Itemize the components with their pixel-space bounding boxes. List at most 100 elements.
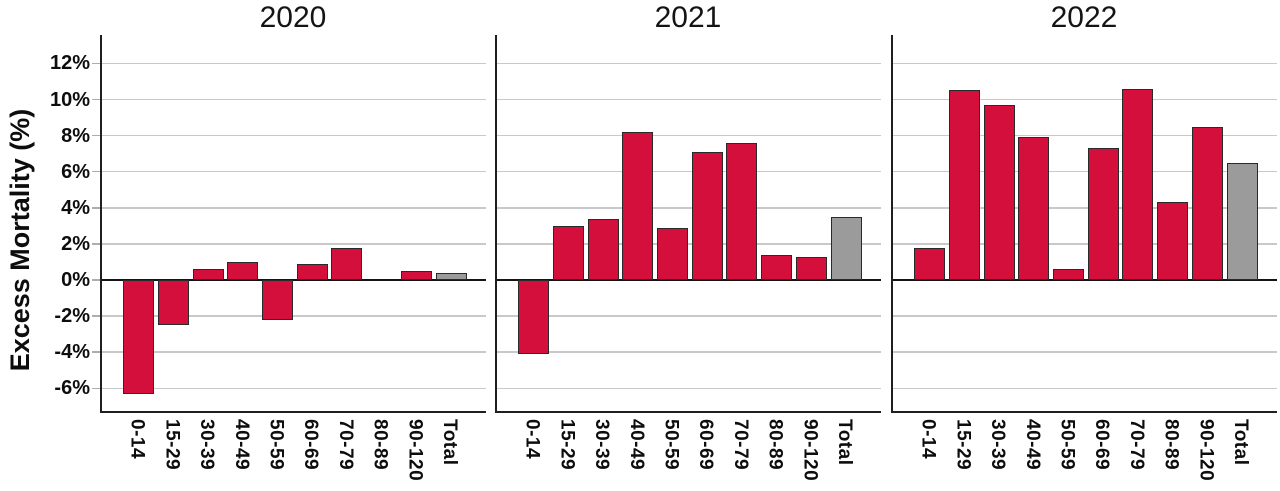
- panel-title-2021: 2021: [654, 1, 722, 34]
- bar-60-69: [1087, 148, 1119, 280]
- bar-Total: [830, 216, 862, 280]
- x-tick-label: 30-39: [591, 419, 613, 471]
- bar-40-49: [227, 261, 259, 280]
- x-tick-label: Total: [834, 419, 855, 466]
- bar-30-39: [587, 218, 619, 280]
- bar-50-59: [657, 227, 688, 280]
- x-tick-label: Total: [439, 419, 460, 466]
- gridline: [497, 207, 881, 209]
- bar-30-39: [192, 269, 224, 280]
- x-tick-label: 60-69: [1091, 419, 1113, 471]
- bar-Total: [435, 272, 467, 280]
- bar-15-29: [157, 280, 189, 326]
- gridline: [102, 170, 486, 173]
- x-tick-label: 0-14: [126, 419, 148, 460]
- y-tick-mark: [92, 351, 100, 353]
- bar-90-120: [795, 256, 827, 280]
- bar-40-49: [1018, 137, 1050, 280]
- x-tick-label: 60-69: [695, 419, 717, 471]
- gridline: [497, 170, 881, 173]
- y-tick-label: -4%: [54, 341, 90, 364]
- gridline: [497, 351, 881, 353]
- gridline: [893, 170, 1277, 173]
- y-tick-mark: [92, 387, 100, 390]
- y-tick-mark: [92, 98, 100, 101]
- x-tick-label: 40-49: [230, 419, 252, 471]
- y-tick-mark: [92, 243, 100, 245]
- bar-50-59: [1053, 269, 1084, 280]
- y-tick-mark: [92, 170, 100, 173]
- x-tick-label: 50-59: [265, 419, 287, 471]
- y-tick-label: 0%: [61, 269, 90, 291]
- gridline: [497, 62, 881, 65]
- panel-title-2020: 2020: [259, 1, 327, 34]
- x-tick-label: 70-79: [334, 419, 356, 471]
- gridline: [893, 98, 1277, 101]
- x-tick-label: 40-49: [1021, 419, 1043, 471]
- gridline: [102, 387, 486, 390]
- gridline: [102, 315, 486, 317]
- y-tick-label: 6%: [61, 160, 90, 183]
- bar-70-79: [1122, 88, 1154, 280]
- x-tick-label: 15-29: [952, 419, 974, 471]
- gridline: [102, 243, 486, 245]
- bar-15-29: [948, 90, 980, 280]
- y-tick-mark: [92, 62, 100, 65]
- bar-80-89: [1157, 202, 1189, 280]
- gridline: [893, 134, 1277, 137]
- gridline: [497, 98, 881, 101]
- gridline: [893, 62, 1277, 65]
- zero-axis-line: [497, 279, 881, 281]
- y-tick-mark: [92, 134, 100, 137]
- zero-axis-line: [893, 279, 1277, 281]
- x-tick-label: 90-120: [1195, 419, 1217, 482]
- y-tick-label: 8%: [61, 124, 90, 147]
- x-tick-label: 90-120: [404, 419, 426, 482]
- gridline: [102, 134, 486, 137]
- bar-70-79: [331, 247, 363, 280]
- bar-0-14: [123, 280, 155, 394]
- panel-title-2022: 2022: [1050, 1, 1118, 34]
- bar-60-69: [296, 263, 328, 280]
- gridline: [893, 207, 1277, 209]
- plot-area-2020: [100, 35, 486, 413]
- y-tick-mark: [92, 207, 100, 209]
- y-tick-label: 4%: [61, 196, 90, 219]
- gridline: [102, 207, 486, 209]
- y-tick-label: -2%: [54, 305, 90, 328]
- x-tick-label: 15-29: [556, 419, 578, 471]
- x-tick-label: 70-79: [729, 419, 751, 471]
- bar-40-49: [622, 131, 654, 280]
- gridline: [497, 134, 881, 137]
- zero-axis-line: [102, 279, 486, 281]
- x-tick-label: 80-89: [764, 419, 786, 471]
- bar-80-89: [761, 254, 793, 280]
- bar-30-39: [983, 104, 1015, 280]
- x-tick-label: 30-39: [987, 419, 1009, 471]
- x-tick-label: 50-59: [660, 419, 682, 471]
- x-tick-label: 80-89: [1160, 419, 1182, 471]
- x-tick-label: 90-120: [799, 419, 821, 482]
- x-tick-label: Total: [1230, 419, 1251, 466]
- gridline: [893, 315, 1277, 317]
- bar-0-14: [518, 280, 550, 354]
- gridline: [497, 387, 881, 390]
- gridline: [102, 62, 486, 65]
- gridline: [893, 243, 1277, 245]
- x-tick-label: 70-79: [1125, 419, 1147, 471]
- bar-90-120: [1191, 126, 1223, 280]
- plot-area-2022: [891, 35, 1277, 413]
- bar-15-29: [552, 225, 584, 280]
- bar-90-120: [400, 270, 432, 280]
- x-tick-label: 15-29: [161, 419, 183, 471]
- gridline: [497, 315, 881, 317]
- y-tick-mark: [92, 279, 100, 281]
- bar-50-59: [262, 280, 293, 320]
- y-tick-mark: [92, 315, 100, 317]
- gridline: [102, 98, 486, 101]
- x-tick-label: 80-89: [369, 419, 391, 471]
- bar-0-14: [914, 247, 946, 280]
- x-tick-label: 30-39: [196, 419, 218, 471]
- y-tick-label: 12%: [49, 52, 90, 75]
